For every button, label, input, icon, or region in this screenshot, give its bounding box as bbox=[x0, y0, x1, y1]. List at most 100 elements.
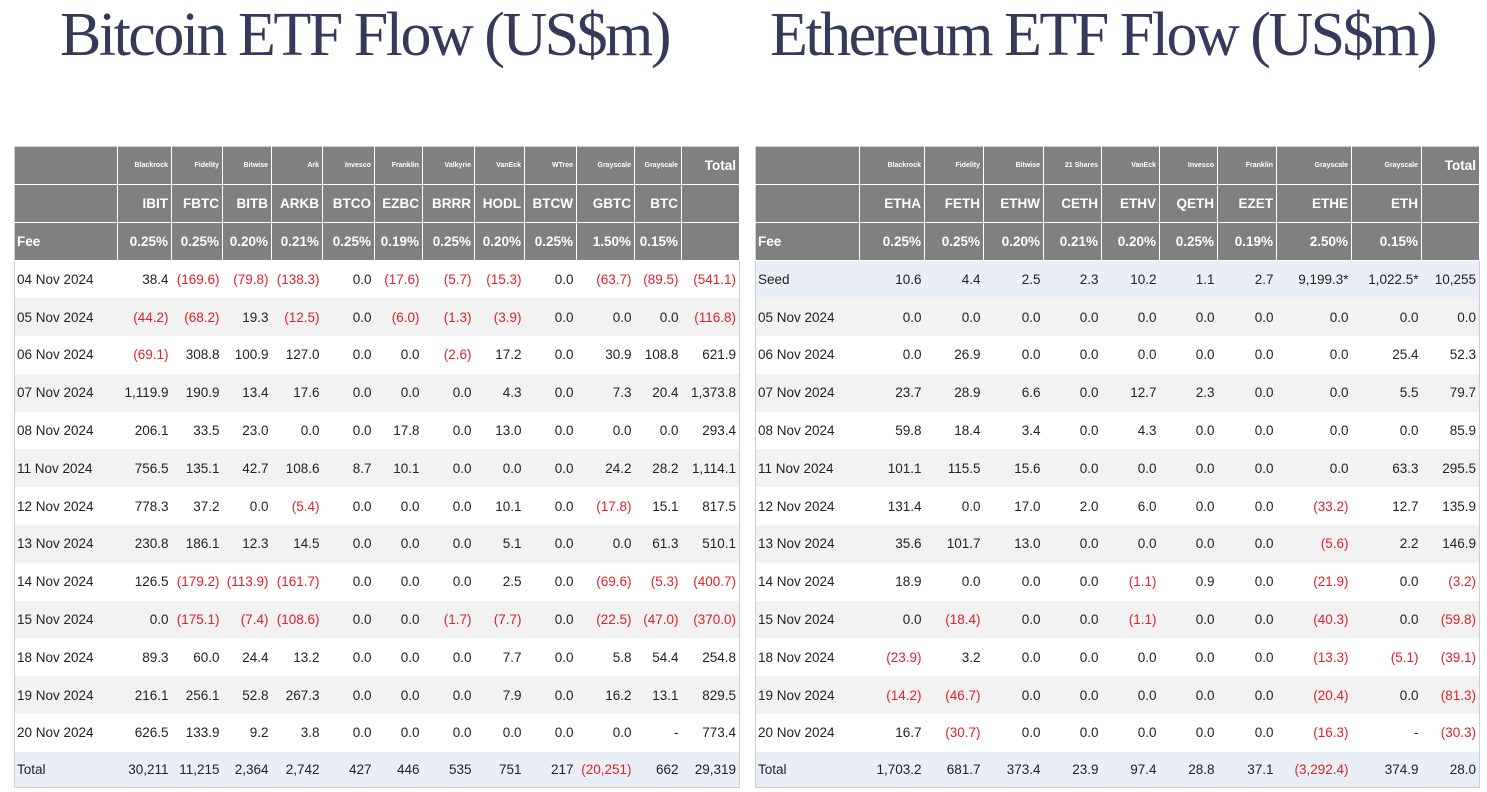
table-row: 13 Nov 2024 35.6 101.7 13.0 0.0 0.0 0.0 0.0 (5.6… bbox=[755, 525, 1480, 563]
flow-value: 267.3 bbox=[285, 687, 320, 703]
total-column-header: Total bbox=[1421, 146, 1480, 185]
table-row: 20 Nov 2024 626.5 133.9 9.2 3.8 0.0 0.0 0.0 0.0 0… bbox=[15, 714, 740, 752]
flow-value: 0.0 bbox=[1254, 612, 1274, 628]
flow-value: 0.0 bbox=[1329, 347, 1349, 363]
table-row: 07 Nov 2024 23.7 28.9 6.6 0.0 12.7 2.3 0.0 0.0 5.… bbox=[755, 373, 1480, 412]
flow-value: 0.0 bbox=[400, 347, 420, 363]
flow-value: 6.0 bbox=[1137, 498, 1157, 514]
flow-value: 0.0 bbox=[400, 725, 420, 741]
flow-value: 26.9 bbox=[954, 347, 981, 363]
flow-value: 0.0 bbox=[1329, 309, 1349, 325]
flow-value: (113.9) bbox=[226, 574, 269, 590]
ticker-header-row: ETHA FETH ETHW CETH ETHV QETH EZET ETHE ETH bbox=[755, 184, 1480, 223]
row-date: 07 Nov 2024 bbox=[758, 385, 835, 401]
flow-value: 0.0 bbox=[554, 574, 574, 590]
flow-value: 108.8 bbox=[644, 347, 679, 363]
flow-value: 5.5 bbox=[1399, 385, 1419, 401]
table-row: 20 Nov 2024 16.7 (30.7) 0.0 0.0 0.0 0.0 0.0 (16.… bbox=[756, 714, 1480, 752]
flow-value: 37.2 bbox=[193, 498, 220, 514]
flow-value: 52.8 bbox=[242, 687, 269, 703]
flow-value: 206.1 bbox=[134, 423, 169, 439]
flow-value: 0.0 bbox=[1137, 460, 1157, 476]
row-date: 06 Nov 2024 bbox=[758, 347, 835, 363]
flow-value: 0.0 bbox=[1254, 536, 1274, 552]
flow-value: 5.1 bbox=[502, 536, 522, 552]
flow-value: 25.4 bbox=[1392, 347, 1419, 363]
row-total: 79.7 bbox=[1449, 385, 1476, 401]
flow-value: 10.6 bbox=[895, 272, 922, 288]
flow-value: 89.3 bbox=[142, 649, 169, 665]
flow-value: 0.0 bbox=[1195, 687, 1215, 703]
row-total: (116.8) bbox=[694, 309, 736, 325]
row-date: 18 Nov 2024 bbox=[17, 649, 94, 665]
flow-value: 0.0 bbox=[554, 460, 574, 476]
issuer-name: Grayscale bbox=[1276, 146, 1352, 185]
table-row: 05 Nov 2024 (44.2) (68.2) 19.3 (12.5) 0.0 (6.0… bbox=[14, 298, 740, 337]
totals-label: Total bbox=[758, 762, 787, 778]
flow-value: 24.4 bbox=[242, 649, 269, 665]
issuer-name: Grayscale bbox=[634, 146, 682, 185]
flow-value: 9,199.3* bbox=[1298, 272, 1349, 288]
flow-value: (13.3) bbox=[1313, 649, 1349, 665]
flow-value: 2.3 bbox=[1195, 385, 1215, 401]
row-total: (39.1) bbox=[1440, 649, 1476, 665]
flow-value: 0.0 bbox=[352, 423, 372, 439]
flow-value: 756.5 bbox=[134, 460, 169, 476]
issuer-name: 21 Shares bbox=[1043, 146, 1102, 185]
flow-value: (20.4) bbox=[1313, 687, 1349, 703]
flow-value: 0.0 bbox=[612, 536, 632, 552]
table-row: 11 Nov 2024 101.1 115.5 15.6 0.0 0.0 0.0 0.0 0.0… bbox=[755, 449, 1480, 488]
column-total: 1,703.2 bbox=[876, 762, 922, 778]
table-row: 07 Nov 2024 1,119.9 190.9 13.4 17.6 0.0 0.0 0.0… bbox=[14, 373, 740, 412]
fee-row: Fee 0.25% 0.25% 0.20% 0.21% 0.25% 0.19% 0.25% 0.… bbox=[14, 222, 740, 261]
row-total: (30.3) bbox=[1440, 725, 1476, 741]
row-total: 254.8 bbox=[702, 649, 736, 665]
flow-value: (89.5) bbox=[643, 272, 679, 288]
table-row: 15 Nov 2024 0.0 (175.1) (7.4) (108.6) 0.0 0.0 (… bbox=[14, 600, 740, 639]
flow-value: 20.4 bbox=[652, 385, 679, 401]
flow-value: 3.4 bbox=[1021, 423, 1041, 439]
issuer-name: Valkyrie bbox=[422, 146, 475, 185]
row-total: (400.7) bbox=[693, 574, 736, 590]
flow-value: 101.7 bbox=[946, 536, 981, 552]
flow-value: 0.0 bbox=[659, 309, 679, 325]
flow-value: 101.1 bbox=[887, 460, 922, 476]
flow-value: 0.0 bbox=[300, 423, 320, 439]
flow-value: 23.7 bbox=[895, 385, 922, 401]
fee-value: 0.19% bbox=[374, 222, 423, 261]
fee-label: Fee bbox=[755, 222, 860, 261]
column-total: 374.9 bbox=[1384, 762, 1419, 778]
flow-value: 0.0 bbox=[1254, 687, 1274, 703]
totals-row: Total 30,211 11,215 2,364 2,742 427 446 535 751 2… bbox=[14, 751, 740, 788]
flow-value: 61.3 bbox=[652, 536, 679, 552]
flow-value: 0.0 bbox=[612, 725, 632, 741]
flow-value: 100.9 bbox=[234, 347, 269, 363]
flow-value: 0.0 bbox=[1021, 687, 1041, 703]
flow-value: 0.0 bbox=[1254, 574, 1274, 590]
row-date: 11 Nov 2024 bbox=[758, 460, 834, 476]
column-total: 681.7 bbox=[946, 762, 981, 778]
flow-value: 626.5 bbox=[134, 725, 169, 741]
flow-value: (5.7) bbox=[443, 272, 472, 288]
table-row: 14 Nov 2024 126.5 (179.2) (113.9) (161.7) 0.0… bbox=[15, 563, 740, 601]
flow-value: 10.2 bbox=[1130, 272, 1157, 288]
column-total: 23.9 bbox=[1072, 762, 1099, 778]
flow-value: 0.0 bbox=[452, 385, 472, 401]
flow-value: 0.0 bbox=[1254, 385, 1274, 401]
fee-value: 0.25% bbox=[859, 222, 925, 261]
issuer-name: Grayscale bbox=[576, 146, 635, 185]
flow-value: (12.5) bbox=[284, 309, 320, 325]
ticker-symbol: ETHW bbox=[983, 184, 1044, 223]
flow-value: 15.1 bbox=[652, 498, 679, 514]
ticker-symbol: ETH bbox=[1351, 184, 1422, 223]
flow-value: 0.0 bbox=[352, 347, 372, 363]
row-date: 11 Nov 2024 bbox=[17, 460, 93, 476]
flow-value: 4.3 bbox=[1137, 423, 1157, 439]
flow-value: 0.0 bbox=[1137, 536, 1157, 552]
flow-value: 0.0 bbox=[452, 460, 472, 476]
flow-value: 0.0 bbox=[352, 574, 372, 590]
issuer-name: Invesco bbox=[1159, 146, 1218, 185]
row-date: 08 Nov 2024 bbox=[758, 423, 835, 439]
flow-value: 0.0 bbox=[1254, 423, 1274, 439]
flow-value: 0.0 bbox=[1137, 687, 1157, 703]
